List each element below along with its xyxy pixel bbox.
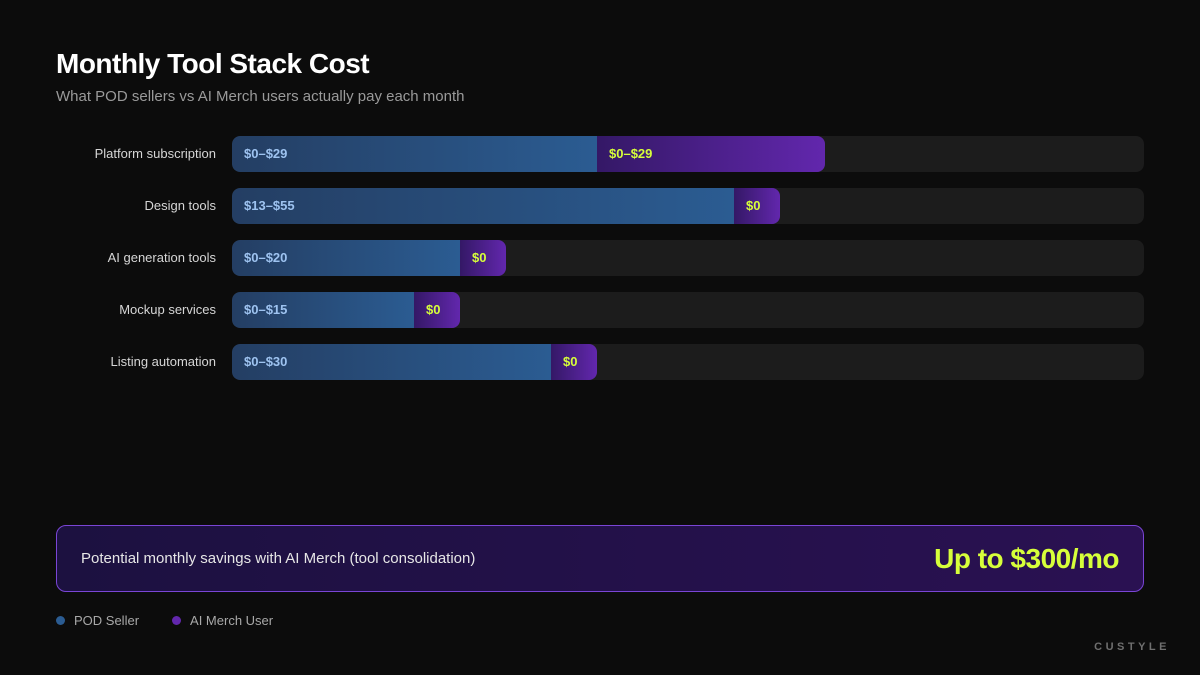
- chart-title: Monthly Tool Stack Cost: [56, 48, 370, 79]
- category-label: Design tools: [144, 198, 216, 213]
- legend-item-pod-seller: POD Seller: [56, 613, 139, 628]
- bar-row-mockup-services: Mockup services $0–$15 $0: [0, 292, 1200, 328]
- bar-value-label: $0: [426, 302, 441, 317]
- bar-track: $0–$20 $0: [232, 240, 1144, 276]
- savings-banner: Potential monthly savings with AI Merch …: [56, 525, 1144, 592]
- chart-subtitle: What POD sellers vs AI Merch users actua…: [56, 88, 465, 105]
- bar-value-label: $0–$29: [609, 146, 653, 161]
- bar-ai-merch-user: $0: [551, 344, 597, 380]
- bar-row-ai-generation-tools: AI generation tools $0–$20 $0: [0, 240, 1200, 276]
- bar-value-label: $0: [472, 250, 487, 265]
- bar-chart: Platform subscription $0–$29 $0–$29 Design …: [0, 136, 1200, 396]
- bar-track: $0–$29 $0–$29: [232, 136, 1144, 172]
- savings-label: Potential monthly savings with AI Merch …: [81, 550, 476, 567]
- bar-pod-seller: $0–$30: [232, 344, 551, 380]
- bar-value-label: $0–$29: [244, 146, 288, 161]
- bar-track: $13–$55 $0: [232, 188, 1144, 224]
- category-label: Mockup services: [119, 302, 216, 317]
- bar-value-label: $13–$55: [244, 198, 295, 213]
- bar-row-platform-subscription: Platform subscription $0–$29 $0–$29: [0, 136, 1200, 172]
- legend-dot-ai-merch-user: [172, 615, 182, 625]
- bar-value-label: $0: [563, 354, 578, 369]
- bar-value-label: $0–$15: [244, 302, 288, 317]
- category-label: Platform subscription: [94, 146, 216, 161]
- bar-row-listing-automation: Listing automation $0–$30 $0: [0, 344, 1200, 380]
- bar-ai-merch-user: $0: [460, 240, 506, 276]
- bar-track: $0–$30 $0: [232, 344, 1144, 380]
- category-label: Listing automation: [110, 354, 216, 369]
- bar-track: $0–$15 $0: [232, 292, 1144, 328]
- brand-logo: CUSTYLE: [1094, 641, 1170, 653]
- bar-ai-merch-user: $0–$29: [597, 136, 825, 172]
- savings-value: Up to $300/mo: [934, 543, 1119, 574]
- bar-pod-seller: $0–$20: [232, 240, 460, 276]
- bar-row-design-tools: Design tools $13–$55 $0: [0, 188, 1200, 224]
- legend-label-pod-seller: POD Seller: [74, 612, 140, 628]
- legend: POD Seller AI Merch User: [56, 611, 306, 629]
- legend-dot-pod-seller: [56, 615, 65, 625]
- bar-pod-seller: $0–$29: [232, 136, 597, 172]
- category-label: AI generation tools: [107, 250, 216, 265]
- bar-ai-merch-user: $0: [414, 292, 460, 328]
- legend-label-ai-merch-user: AI Merch User: [190, 612, 274, 628]
- bar-pod-seller: $0–$15: [232, 292, 414, 328]
- bar-pod-seller: $13–$55: [232, 188, 734, 224]
- bar-value-label: $0–$30: [244, 354, 288, 369]
- bar-value-label: $0: [746, 198, 761, 213]
- bar-ai-merch-user: $0: [734, 188, 780, 224]
- legend-item-ai-merch-user: AI Merch User: [172, 613, 273, 628]
- bar-value-label: $0–$20: [244, 250, 288, 265]
